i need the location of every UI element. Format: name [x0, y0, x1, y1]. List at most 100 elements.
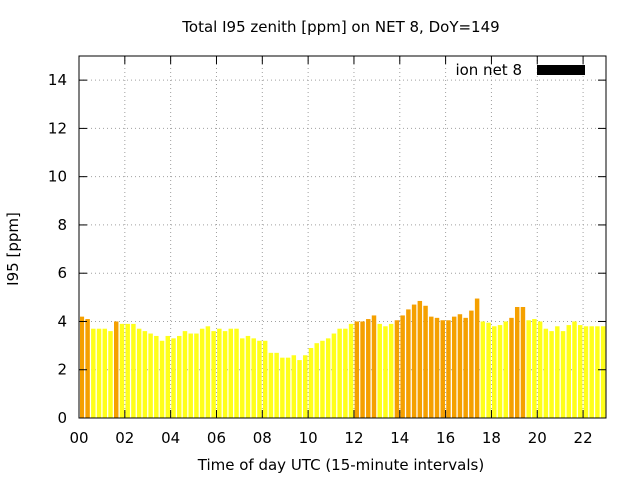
x-tick-label: 06 — [207, 429, 226, 447]
bar — [572, 321, 577, 418]
bar — [486, 322, 491, 418]
x-tick-label: 12 — [344, 429, 363, 447]
bar — [337, 328, 342, 418]
bar — [308, 348, 314, 418]
bar — [555, 326, 560, 418]
bar — [509, 317, 514, 418]
bar — [159, 340, 165, 418]
bar — [211, 331, 216, 418]
grid — [79, 56, 606, 418]
bar — [102, 328, 108, 418]
plot-frame — [78, 55, 607, 419]
bar — [91, 328, 96, 418]
bar — [125, 323, 130, 418]
bar — [457, 314, 463, 418]
y-tick-label: 14 — [48, 71, 67, 89]
bar — [245, 335, 251, 418]
bar — [113, 321, 119, 418]
bar — [388, 323, 394, 418]
chart-title: Total I95 zenith [ppm] on NET 8, DoY=149 — [181, 18, 499, 36]
bar — [217, 328, 222, 418]
bar — [532, 319, 537, 418]
bar — [240, 338, 245, 418]
bar — [148, 333, 153, 418]
bar — [234, 328, 239, 418]
bar — [171, 338, 176, 418]
legend: ion net 8 — [455, 61, 585, 79]
bar — [228, 328, 234, 418]
bar — [314, 343, 319, 418]
bar — [331, 333, 337, 418]
bar — [492, 326, 497, 418]
y-tick-label: 8 — [57, 216, 67, 234]
bar — [325, 338, 331, 418]
bar — [154, 335, 159, 418]
x-axis-label: Time of day UTC (15-minute intervals) — [197, 456, 484, 474]
bar — [377, 323, 382, 418]
bar — [205, 326, 211, 418]
plot-border — [78, 55, 607, 419]
bar — [497, 325, 503, 418]
bar — [222, 331, 228, 418]
bar — [474, 298, 480, 418]
bar — [463, 317, 468, 418]
x-tick-label: 22 — [574, 429, 593, 447]
y-tick-label: 0 — [57, 409, 67, 427]
bar — [549, 331, 554, 418]
bar — [199, 328, 205, 418]
bar — [291, 355, 297, 418]
bar — [451, 316, 457, 418]
bar — [285, 357, 291, 418]
bar — [360, 321, 365, 418]
legend-label: ion net 8 — [455, 61, 522, 79]
bar — [394, 320, 400, 418]
bar — [583, 326, 589, 418]
bar — [182, 331, 188, 418]
bar — [251, 338, 256, 418]
bar — [165, 335, 171, 418]
bar — [543, 328, 549, 418]
x-tick-label: 18 — [482, 429, 501, 447]
bar — [417, 300, 423, 418]
bar — [274, 352, 279, 418]
x-tick-label: 08 — [253, 429, 272, 447]
bar — [560, 331, 566, 418]
bar — [446, 320, 451, 418]
bar — [280, 357, 285, 418]
bar — [514, 306, 520, 418]
bar — [480, 321, 486, 418]
bar — [600, 326, 606, 418]
y-tick-label: 10 — [48, 168, 67, 186]
bar — [80, 316, 85, 418]
bar — [469, 310, 474, 418]
bar — [142, 331, 148, 418]
bar — [589, 326, 594, 418]
bar — [108, 331, 113, 418]
bar — [177, 335, 182, 418]
y-axis-label: I95 [ppm] — [4, 212, 22, 286]
bar — [119, 323, 125, 418]
bar — [343, 328, 348, 418]
y-tick-label: 12 — [48, 119, 67, 137]
bar — [400, 315, 405, 418]
x-tick-label: 04 — [161, 429, 180, 447]
x-tick-label: 20 — [528, 429, 547, 447]
y-tick-label: 4 — [57, 312, 67, 330]
bar — [503, 321, 508, 418]
bar — [371, 315, 377, 418]
bar — [595, 326, 600, 418]
bar — [383, 326, 388, 418]
bar — [429, 316, 434, 418]
bar — [366, 319, 371, 418]
bar — [354, 321, 360, 418]
bar — [257, 340, 262, 418]
bar — [131, 323, 136, 418]
bar — [320, 340, 325, 418]
y-axis: 0 2 4 6 8 10 12 14 — [48, 71, 606, 427]
bar — [188, 333, 193, 418]
bar — [303, 355, 308, 418]
y-tick-label: 6 — [57, 264, 67, 282]
bar — [268, 352, 274, 418]
bar — [434, 317, 440, 418]
